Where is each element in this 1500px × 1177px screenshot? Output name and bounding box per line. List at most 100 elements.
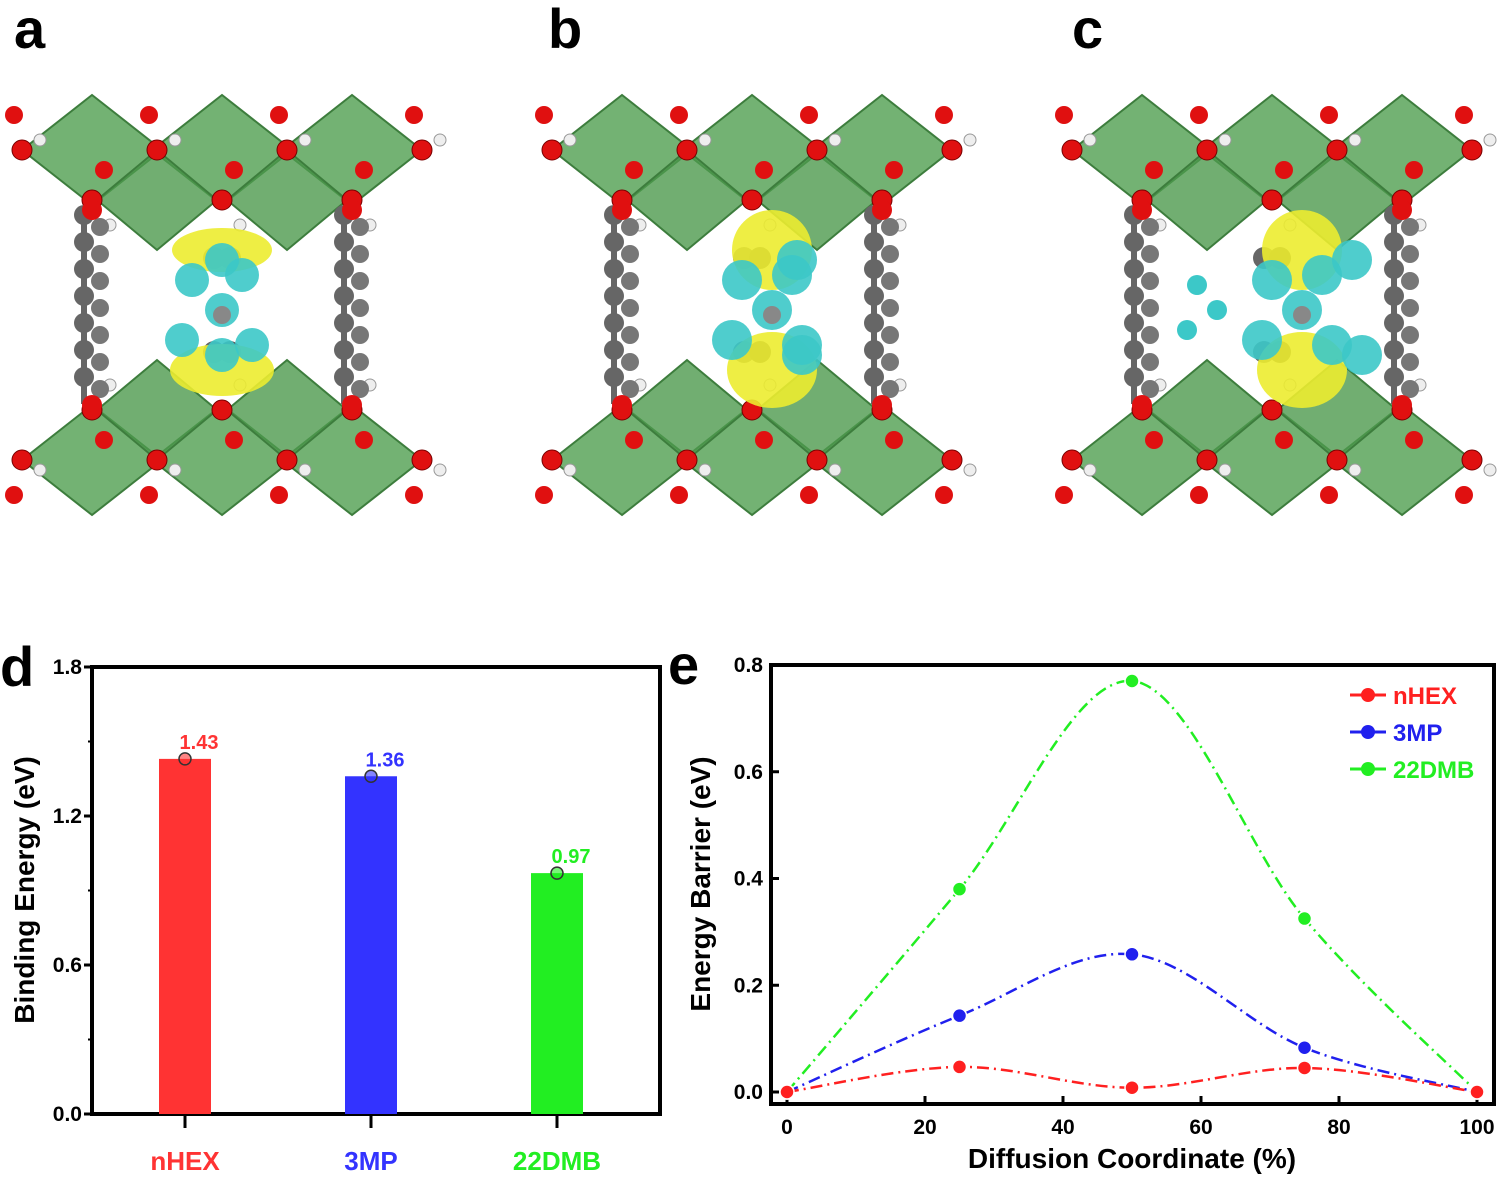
carbon-atom <box>881 272 899 290</box>
y-tick-label: 0.2 <box>734 974 763 997</box>
carbon-atom <box>1401 218 1419 236</box>
oxygen-atom <box>1275 161 1293 179</box>
series-line-22DMB <box>786 679 1478 1093</box>
y-tick-label: 0.6 <box>734 761 763 784</box>
carbon-atom <box>1401 272 1419 290</box>
oxygen-atom <box>95 161 113 179</box>
oxygen-atom <box>355 161 373 179</box>
hydrogen-atom <box>1083 133 1097 147</box>
data-label: 1.36 <box>366 749 405 771</box>
oxygen-atom <box>1145 431 1163 449</box>
y-tick-label: 1.2 <box>53 805 82 828</box>
carbon-atom <box>881 299 899 317</box>
data-point-3MP <box>951 1007 968 1024</box>
data-label: 0.97 <box>552 846 591 868</box>
carbon-atom <box>1401 353 1419 371</box>
carbon-atom <box>1384 232 1404 252</box>
carbon-atom <box>1124 259 1144 279</box>
carbon-atom <box>881 380 899 398</box>
category-label: 3MP <box>344 1146 397 1176</box>
oxygen-atom <box>541 139 563 161</box>
mof-structure <box>1055 93 1497 517</box>
charge-density-accumulation <box>1252 260 1292 300</box>
y-tick-label: 0.0 <box>53 1103 82 1126</box>
mof-structure <box>535 93 977 517</box>
carbon-atom <box>334 286 354 306</box>
carbon-atom <box>1124 367 1144 387</box>
carbon-atom <box>864 340 884 360</box>
hydrogen-atom <box>298 133 312 147</box>
carbon-atom <box>1401 299 1419 317</box>
x-axis-label: Diffusion Coordinate (%) <box>968 1143 1296 1174</box>
carbon-atom <box>1401 245 1419 263</box>
carbon-atom <box>351 380 369 398</box>
hydrogen-atom <box>1483 463 1497 477</box>
hydrogen-atom <box>563 463 577 477</box>
oxygen-atom <box>872 395 892 415</box>
carbon-atom <box>74 313 94 333</box>
carbon-atom <box>1384 367 1404 387</box>
data-point-nHEX <box>1124 1079 1140 1096</box>
carbon-atom <box>1124 340 1144 360</box>
legend-marker <box>1361 762 1375 776</box>
panel-label-c: c <box>1072 0 1103 60</box>
carbon-atom <box>74 286 94 306</box>
oxygen-atom <box>625 431 643 449</box>
oxygen-atom <box>676 449 698 471</box>
oxygen-atom <box>741 189 763 211</box>
oxygen-atom <box>355 431 373 449</box>
legend-label-22DMB: 22DMB <box>1393 757 1474 784</box>
hydrogen-atom <box>963 133 977 147</box>
carbon-atom <box>351 245 369 263</box>
oxygen-atom <box>941 449 963 471</box>
charge-density-accumulation <box>165 323 199 357</box>
oxygen-atom <box>755 161 773 179</box>
carbon-atom <box>334 340 354 360</box>
carbon-atom <box>881 353 899 371</box>
carbon-atom <box>881 218 899 236</box>
oxygen-atom <box>1275 431 1293 449</box>
carbon-atom <box>91 245 109 263</box>
panel-label-b: b <box>548 0 582 60</box>
oxygen-atom <box>806 139 828 161</box>
oxygen-atom <box>276 139 298 161</box>
carbon-atom <box>1401 326 1419 344</box>
hydrogen-atom <box>433 463 447 477</box>
y-tick-label: 0.6 <box>53 954 82 977</box>
charge-density-accumulation <box>1187 275 1207 295</box>
x-tick-label: 40 <box>1051 1116 1074 1139</box>
oxygen-atom <box>535 486 553 504</box>
carbon-atom <box>621 218 639 236</box>
carbon-atom <box>351 218 369 236</box>
oxygen-atom <box>411 449 433 471</box>
carbon-atom <box>1141 245 1159 263</box>
hydrogen-atom <box>698 463 712 477</box>
oxygen-atom <box>1461 449 1483 471</box>
oxygen-atom <box>872 200 892 220</box>
data-point-22DMB <box>951 881 968 897</box>
carbon-atom <box>334 313 354 333</box>
oxygen-atom <box>140 106 158 124</box>
oxygen-atom <box>211 189 233 211</box>
oxygen-atom <box>1190 106 1208 124</box>
category-label: nHEX <box>150 1146 220 1176</box>
charge-density-accumulation <box>1342 335 1382 375</box>
oxygen-atom <box>1061 139 1083 161</box>
structure-panels <box>5 93 1497 517</box>
hydrogen-atom <box>298 463 312 477</box>
oxygen-atom <box>541 449 563 471</box>
oxygen-atom <box>935 486 953 504</box>
bar-marker <box>178 752 192 766</box>
oxygen-atom <box>11 139 33 161</box>
carbon-atom <box>334 367 354 387</box>
charge-density-accumulation <box>1177 320 1197 340</box>
x-tick-label: 100 <box>1459 1116 1494 1139</box>
oxygen-atom <box>1145 161 1163 179</box>
hydrogen-atom <box>1083 463 1097 477</box>
x-tick-label: 0 <box>781 1116 793 1139</box>
carbon-atom <box>91 272 109 290</box>
x-tick-label: 20 <box>913 1116 936 1139</box>
charge-density-accumulation <box>1242 320 1282 360</box>
hydrogen-atom <box>433 133 447 147</box>
